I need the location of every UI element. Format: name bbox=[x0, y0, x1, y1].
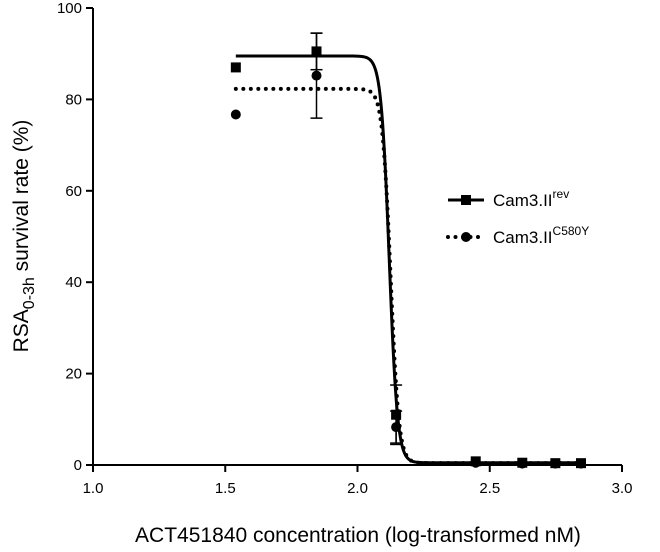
legend-marker-c580y bbox=[461, 232, 471, 242]
x-ticks: 1.0 1.5 2.0 2.5 3.0 bbox=[83, 465, 633, 497]
point-c580y bbox=[576, 458, 587, 469]
point-c580y bbox=[391, 422, 402, 433]
point-rev bbox=[230, 62, 241, 73]
y-tick-label: 0 bbox=[74, 457, 82, 474]
point-c580y bbox=[470, 457, 481, 468]
y-axis-title-main: RSA bbox=[10, 309, 33, 352]
y-tick-label: 40 bbox=[65, 274, 82, 291]
legend-label-c580y-sup: C580Y bbox=[553, 224, 590, 238]
data-points bbox=[230, 46, 587, 469]
y-tick-label: 100 bbox=[57, 0, 82, 17]
x-tick-label: 2.5 bbox=[479, 480, 500, 497]
point-rev bbox=[311, 46, 322, 57]
y-tick-label: 60 bbox=[65, 183, 82, 200]
legend-item-c580y: Cam3.IIC580Y bbox=[446, 224, 589, 247]
fit-curve-rev bbox=[235, 54, 581, 465]
legend-label-rev-base: Cam3.II bbox=[493, 191, 553, 210]
x-tick-label: 1.5 bbox=[215, 480, 236, 497]
legend-item-rev: Cam3.IIrev bbox=[448, 187, 569, 210]
point-c580y bbox=[517, 458, 528, 469]
y-axis-title-sub: 0-3h bbox=[21, 277, 38, 309]
point-c580y bbox=[311, 70, 322, 81]
legend-label-rev: Cam3.IIrev bbox=[493, 187, 569, 210]
y-tick-label: 80 bbox=[65, 91, 82, 108]
legend-label-c580y-base: Cam3.II bbox=[493, 228, 553, 247]
legend-marker-rev bbox=[461, 195, 471, 205]
x-axis-title: ACT451840 concentration (log-transformed… bbox=[135, 524, 581, 547]
x-tick-label: 1.0 bbox=[83, 480, 104, 497]
legend-label-rev-sup: rev bbox=[553, 187, 570, 201]
y-axis-title-rest: survival rate (%) bbox=[10, 120, 33, 278]
point-c580y bbox=[550, 458, 561, 469]
point-rev bbox=[391, 409, 402, 420]
y-tick-label: 20 bbox=[65, 366, 82, 383]
fit-curves bbox=[233, 54, 583, 466]
legend-label-c580y: Cam3.IIC580Y bbox=[493, 224, 589, 247]
fit-curve-c580y bbox=[233, 86, 583, 466]
x-tick-label: 2.0 bbox=[347, 480, 368, 497]
y-axis-title: RSA0-3h survival rate (%) bbox=[10, 120, 38, 353]
point-c580y bbox=[230, 109, 241, 120]
legend: Cam3.IIrev Cam3.IIC580Y bbox=[446, 187, 589, 247]
y-ticks: 0 20 40 60 80 100 bbox=[57, 0, 93, 474]
x-tick-label: 3.0 bbox=[612, 480, 633, 497]
